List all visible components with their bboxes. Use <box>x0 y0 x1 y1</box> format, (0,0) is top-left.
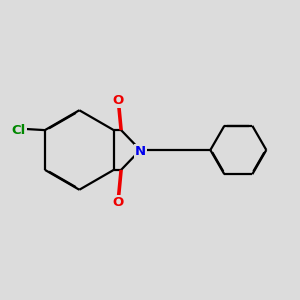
Text: O: O <box>112 196 124 209</box>
Text: N: N <box>135 145 146 158</box>
Text: Cl: Cl <box>11 124 26 137</box>
Text: O: O <box>112 94 124 107</box>
